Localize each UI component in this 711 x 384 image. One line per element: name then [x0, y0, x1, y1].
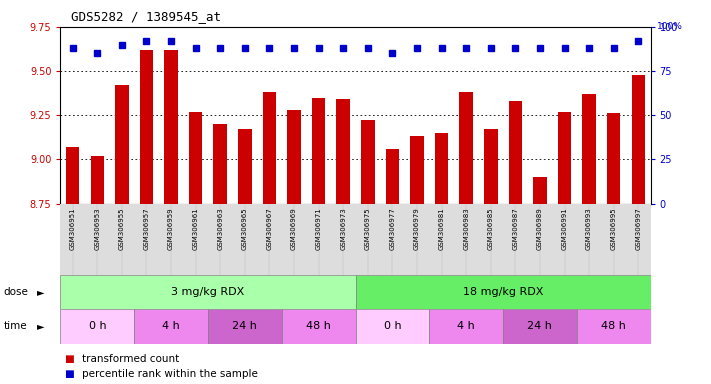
Bar: [533, 177, 547, 204]
Bar: [60, 275, 356, 309]
Text: GSM306977: GSM306977: [390, 207, 395, 250]
Bar: [503, 309, 577, 344]
Bar: [429, 309, 503, 344]
Bar: [66, 147, 80, 204]
Bar: [356, 309, 429, 344]
Bar: [484, 129, 498, 204]
Text: 48 h: 48 h: [602, 321, 626, 331]
Text: ►: ►: [37, 321, 45, 331]
Text: 24 h: 24 h: [232, 321, 257, 331]
Text: GSM306969: GSM306969: [291, 207, 297, 250]
Bar: [336, 99, 350, 204]
Text: ■: ■: [64, 354, 74, 364]
Text: GDS5282 / 1389545_at: GDS5282 / 1389545_at: [71, 10, 221, 23]
Text: GSM306953: GSM306953: [95, 207, 100, 250]
Text: GSM306991: GSM306991: [562, 207, 567, 250]
Bar: [459, 92, 473, 204]
Text: ►: ►: [37, 287, 45, 297]
Bar: [631, 74, 645, 204]
Text: GSM306981: GSM306981: [439, 207, 444, 250]
Bar: [262, 92, 276, 204]
Text: 4 h: 4 h: [162, 321, 180, 331]
Text: dose: dose: [4, 287, 28, 297]
Text: GSM306995: GSM306995: [611, 207, 616, 250]
Text: GSM306967: GSM306967: [267, 207, 272, 250]
Text: GSM306951: GSM306951: [70, 207, 76, 250]
Text: GSM306993: GSM306993: [586, 207, 592, 250]
Text: transformed count: transformed count: [82, 354, 179, 364]
Text: GSM306957: GSM306957: [144, 207, 149, 250]
Bar: [508, 101, 522, 204]
Bar: [140, 50, 154, 204]
Text: 100%: 100%: [656, 22, 683, 31]
Bar: [213, 124, 227, 204]
Bar: [164, 50, 178, 204]
Text: GSM306961: GSM306961: [193, 207, 198, 250]
Text: 18 mg/kg RDX: 18 mg/kg RDX: [463, 287, 543, 297]
Text: GSM306973: GSM306973: [340, 207, 346, 250]
Text: 48 h: 48 h: [306, 321, 331, 331]
Text: GSM306955: GSM306955: [119, 207, 125, 250]
Text: GSM306997: GSM306997: [635, 207, 641, 250]
Text: GSM306963: GSM306963: [218, 207, 223, 250]
Bar: [282, 309, 356, 344]
Text: GSM306989: GSM306989: [537, 207, 543, 250]
Bar: [134, 309, 208, 344]
Text: GSM306985: GSM306985: [488, 207, 493, 250]
Bar: [557, 112, 571, 204]
Text: GSM306987: GSM306987: [513, 207, 518, 250]
Bar: [189, 112, 203, 204]
Bar: [312, 98, 326, 204]
Bar: [410, 136, 424, 204]
Text: GSM306979: GSM306979: [414, 207, 420, 250]
Bar: [607, 113, 621, 204]
Bar: [115, 85, 129, 204]
Text: GSM306959: GSM306959: [168, 207, 174, 250]
Bar: [577, 309, 651, 344]
Text: GSM306965: GSM306965: [242, 207, 248, 250]
Bar: [238, 129, 252, 204]
Bar: [435, 133, 449, 204]
Bar: [385, 149, 399, 204]
Bar: [287, 110, 301, 204]
Text: 24 h: 24 h: [528, 321, 552, 331]
Bar: [90, 156, 104, 204]
Text: GSM306983: GSM306983: [463, 207, 469, 250]
Text: 3 mg/kg RDX: 3 mg/kg RDX: [171, 287, 245, 297]
Bar: [356, 275, 651, 309]
Bar: [582, 94, 596, 204]
Text: 4 h: 4 h: [457, 321, 475, 331]
Text: percentile rank within the sample: percentile rank within the sample: [82, 369, 257, 379]
Bar: [361, 121, 375, 204]
Text: 0 h: 0 h: [88, 321, 106, 331]
Bar: [208, 309, 282, 344]
Text: time: time: [4, 321, 27, 331]
Text: 0 h: 0 h: [383, 321, 401, 331]
Text: ■: ■: [64, 369, 74, 379]
Text: GSM306975: GSM306975: [365, 207, 371, 250]
Text: GSM306971: GSM306971: [316, 207, 321, 250]
Bar: [60, 309, 134, 344]
